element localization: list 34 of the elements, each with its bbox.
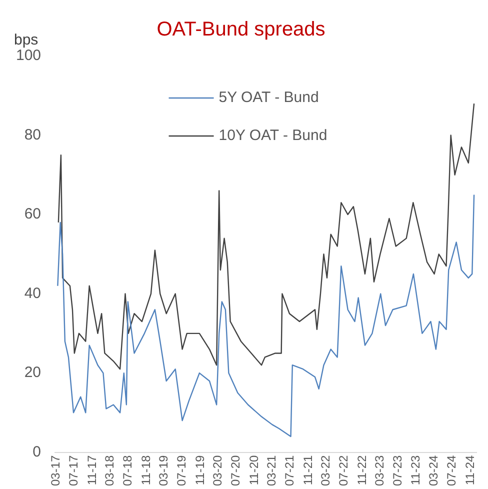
legend-label: 10Y OAT - Bund [218, 127, 328, 144]
y-axis-title: bps [14, 32, 38, 49]
x-tick-label: 07-20 [228, 454, 243, 486]
x-tick-label: 07-22 [336, 454, 351, 486]
x-tick-label: 11-18 [138, 454, 153, 486]
x-tick-label: 11-17 [84, 454, 99, 486]
x-tick-label: 11-21 [300, 454, 315, 486]
y-tick-label: 80 [24, 126, 42, 144]
y-tick-label: 0 [32, 443, 42, 460]
x-tick-label: 07-17 [66, 454, 81, 486]
x-tick-label: 11-20 [246, 454, 261, 486]
x-tick-label: 11-22 [354, 454, 369, 486]
y-tick-label: 40 [24, 284, 42, 302]
x-tick-label: 03-24 [426, 454, 441, 486]
x-tick-label: 11-19 [192, 454, 207, 486]
x-tick-label: 07-23 [390, 454, 405, 486]
x-tick-label: 11-24 [462, 454, 477, 486]
x-tick-label: 07-21 [282, 454, 297, 486]
x-tick-label: 03-19 [156, 454, 171, 486]
x-tick-label: 11-23 [408, 454, 423, 486]
x-tick-label: 03-17 [48, 454, 63, 486]
x-tick-label: 03-20 [210, 454, 225, 486]
chart-title: OAT-Bund spreads [156, 18, 326, 41]
x-tick-label: 07-18 [120, 454, 135, 486]
legend-label: 5Y OAT - Bund [218, 89, 319, 106]
y-tick-label: 60 [24, 206, 42, 223]
x-tick-label: 07-24 [444, 454, 459, 486]
y-tick-label: 20 [24, 364, 42, 382]
x-tick-label: 07-19 [174, 454, 189, 486]
y-tick-label: 100 [16, 47, 42, 64]
x-tick-label: 03-18 [102, 454, 117, 486]
x-tick-label: 03-22 [318, 454, 333, 486]
x-tick-label: 03-21 [264, 454, 279, 486]
x-tick-label: 03-23 [372, 454, 386, 486]
